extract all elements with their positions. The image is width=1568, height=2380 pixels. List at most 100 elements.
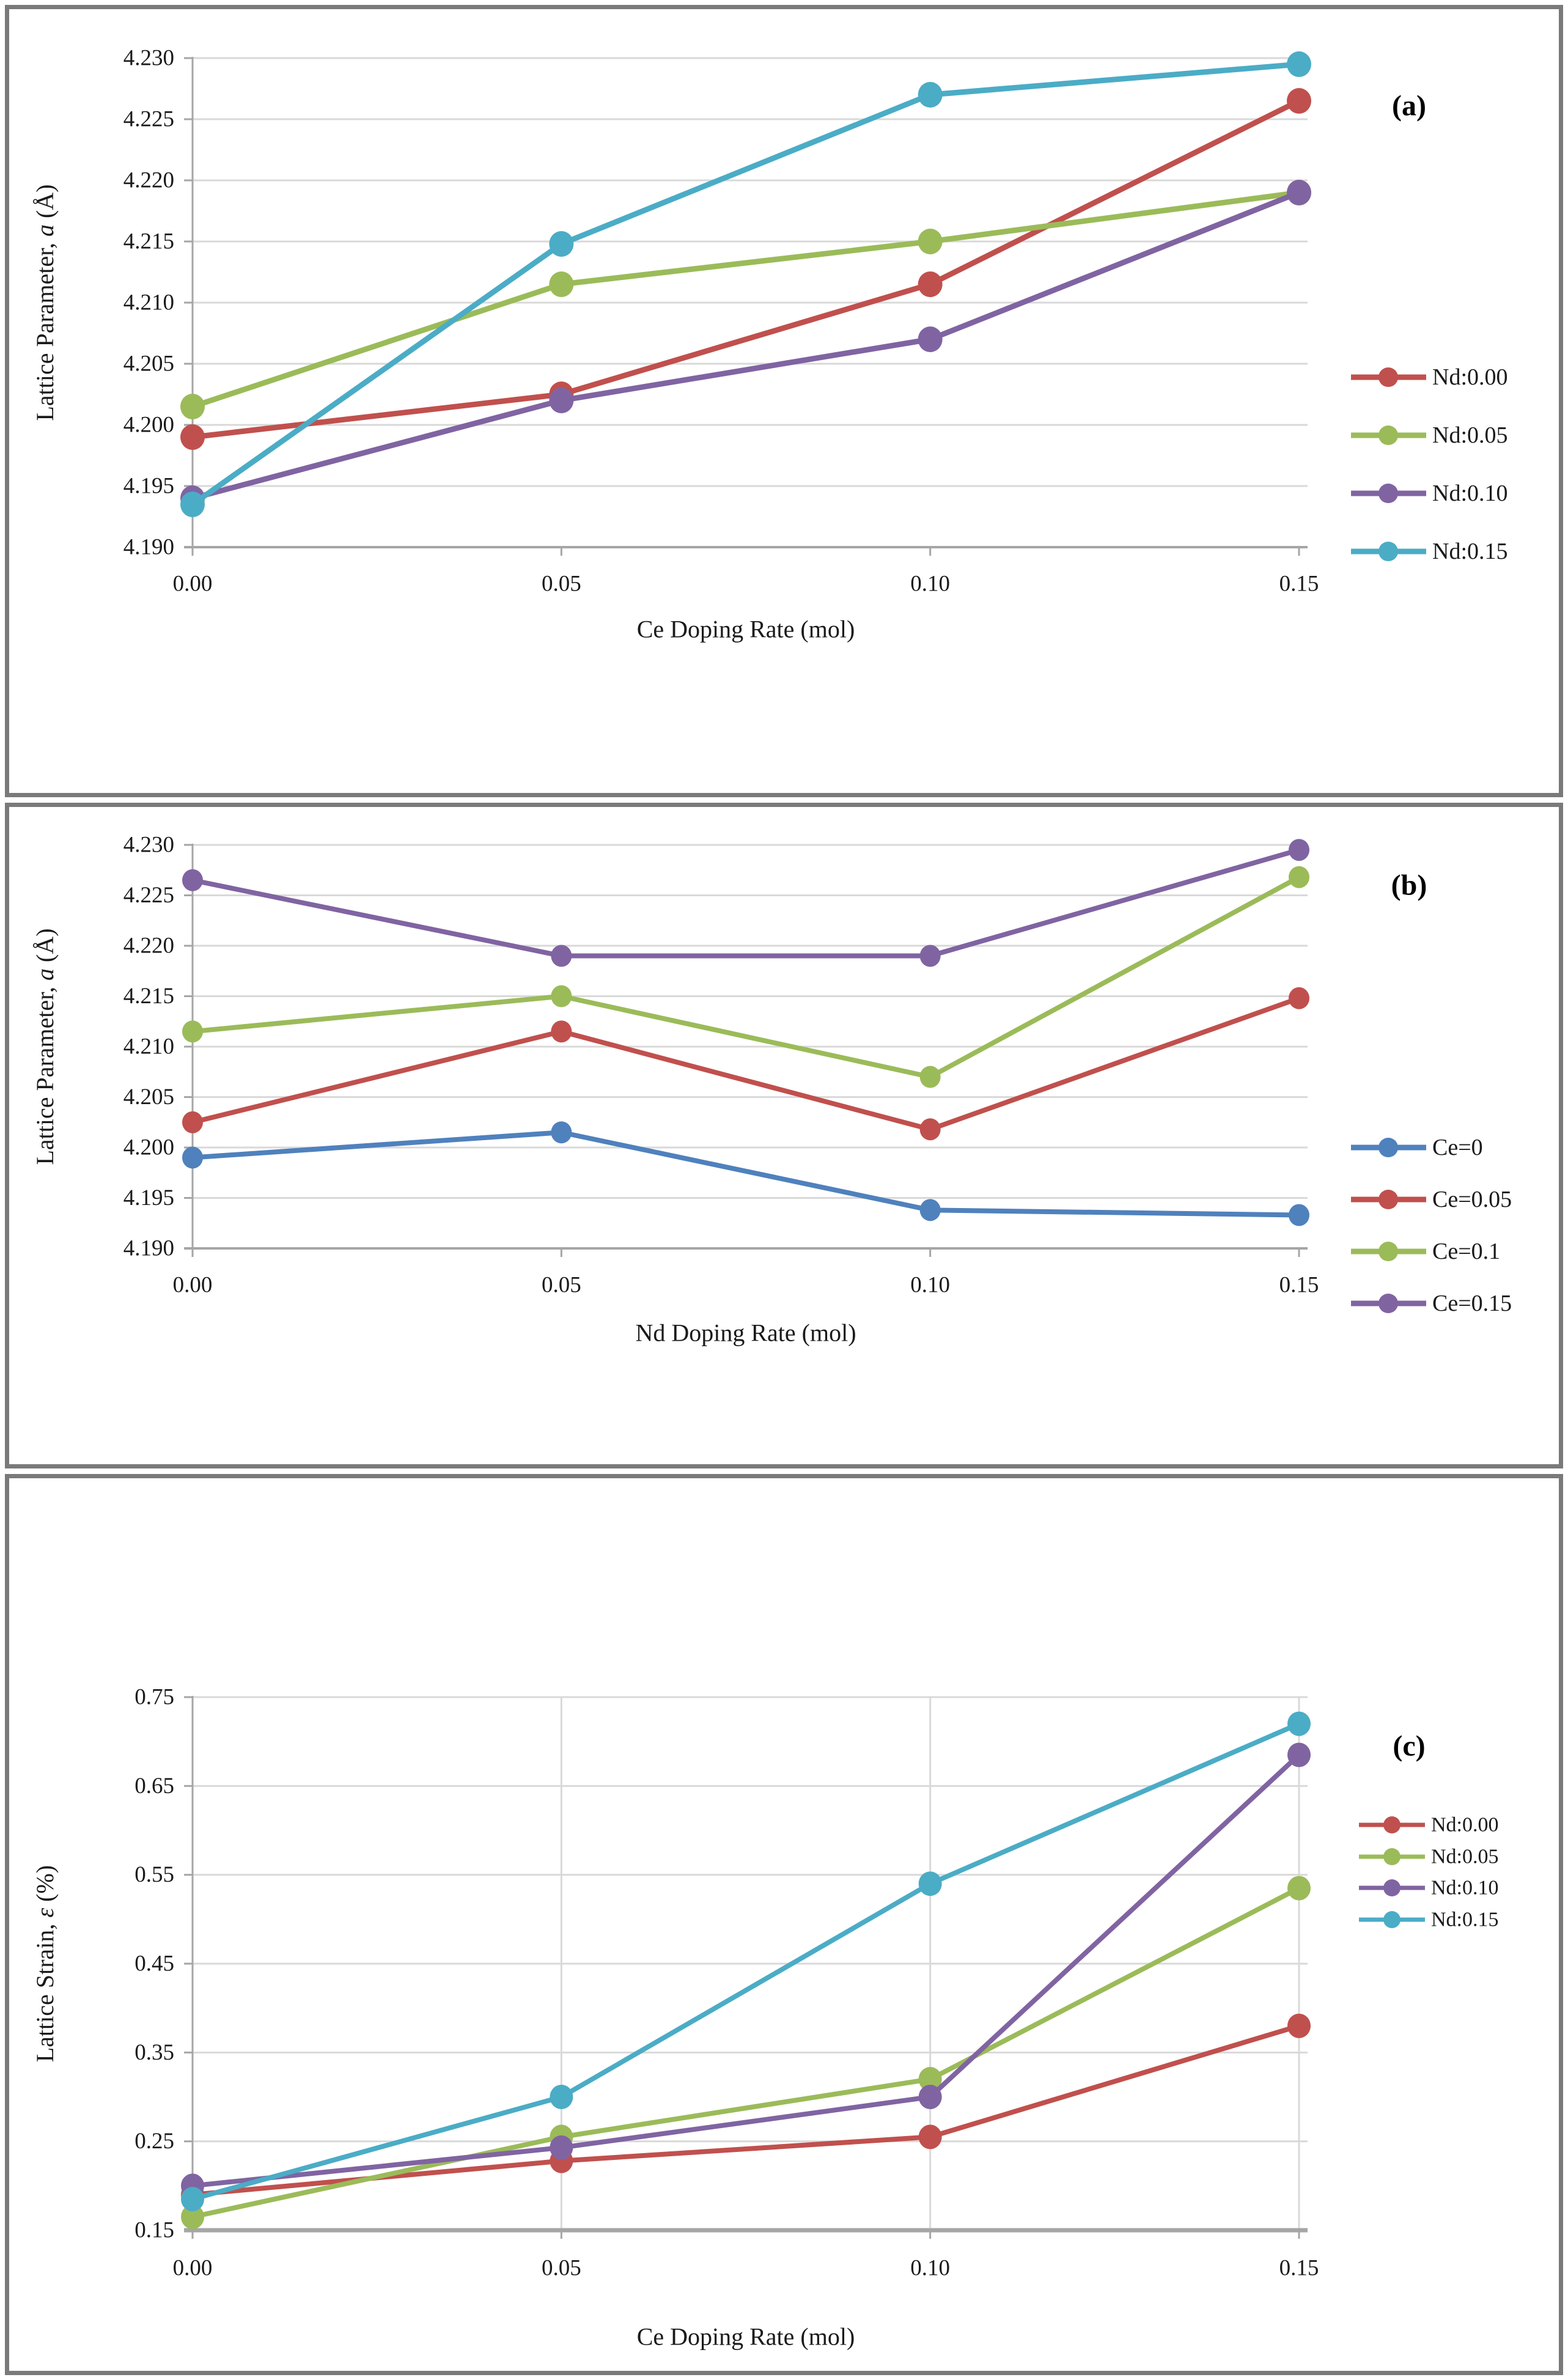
data-point-2-1 xyxy=(550,2135,573,2160)
data-point-2-2 xyxy=(918,2085,942,2109)
data-point-0-0 xyxy=(180,424,205,450)
y-axis-title-symbol: a xyxy=(31,224,59,237)
y-axis-title: Lattice Parameter, a (Å) xyxy=(31,928,59,1165)
data-point-3-1 xyxy=(551,945,572,967)
legend-item-label-3: Nd:0.15 xyxy=(1432,539,1508,564)
chart-c-svg: 0.15 0.25 0.35 0.45 0.55 0.65 0.75 0.00 0.05 0.10… xyxy=(9,1478,1559,2371)
data-point-1-1 xyxy=(551,1020,572,1043)
data-point-2-0 xyxy=(182,1020,203,1043)
data-point-0-0 xyxy=(182,1146,203,1169)
data-point-3-1 xyxy=(550,2085,573,2109)
x-tick-label: 0.15 xyxy=(1279,2256,1319,2281)
y-axis-title-suffix: (%) xyxy=(31,1865,59,1908)
data-point-3-2 xyxy=(918,82,943,108)
legend-marker-dot-0 xyxy=(1378,1138,1398,1157)
y-axis-title-symbol: ε xyxy=(31,1908,59,1918)
chart-a-svg: 4.190 4.195 4.200 4.205 4.210 4.215 4.220 4.225… xyxy=(9,9,1559,793)
x-axis-title: Ce Doping Rate (mol) xyxy=(637,616,855,643)
y-tick-label: 0.25 xyxy=(134,2129,174,2154)
legend-marker-dot-0 xyxy=(1378,367,1398,387)
y-axis-title-symbol: a xyxy=(31,968,59,981)
y-tick-label: 0.55 xyxy=(134,1862,174,1887)
data-point-3-1 xyxy=(549,231,574,257)
data-point-2-3 xyxy=(1289,866,1309,888)
y-tick-label: 4.195 xyxy=(123,474,174,499)
legend-item-label-1: Ce=0.05 xyxy=(1432,1187,1512,1212)
series-line-2 xyxy=(190,1752,1301,2189)
data-point-3-3 xyxy=(1289,839,1309,861)
panel-label: (c) xyxy=(1393,1730,1425,1763)
data-point-2-2 xyxy=(918,326,943,352)
x-tick-label: 0.10 xyxy=(910,2256,950,2281)
x-tick-label: 0.10 xyxy=(910,572,950,597)
y-tick-label: 4.220 xyxy=(123,934,174,959)
y-axis-title-suffix: (Å) xyxy=(31,928,59,968)
x-tick-label: 0.15 xyxy=(1279,1273,1319,1298)
data-point-0-2 xyxy=(918,2124,942,2150)
series-line-2 xyxy=(190,190,1302,501)
legend-marker-dot-1 xyxy=(1378,1190,1398,1209)
series-line-1 xyxy=(190,1885,1301,2220)
legend-marker-dot-2 xyxy=(1383,1879,1401,1896)
legend-item-label-1: Nd:0.05 xyxy=(1432,422,1508,448)
panel-label: (b) xyxy=(1391,869,1427,902)
panel-a: 4.190 4.195 4.200 4.205 4.210 4.215 4.220 4.225… xyxy=(5,5,1563,797)
data-point-2-1 xyxy=(551,985,572,1008)
y-tick-label: 4.210 xyxy=(123,290,174,315)
y-tick-label: 4.190 xyxy=(123,1236,174,1261)
y-tick-label: 4.200 xyxy=(123,413,174,438)
data-point-3-3 xyxy=(1287,1711,1311,1736)
legend-marker-dot-1 xyxy=(1383,1848,1401,1865)
x-tick-label: 0.15 xyxy=(1279,572,1319,597)
y-tick-label: 0.45 xyxy=(134,1951,174,1977)
y-axis-title: Lattice Parameter, a (Å) xyxy=(31,184,59,421)
y-tick-label: 4.220 xyxy=(123,168,174,193)
y-tick-label: 4.195 xyxy=(123,1185,174,1210)
series-line-1 xyxy=(190,995,1301,1132)
panel-b: 4.190 4.195 4.200 4.205 4.210 4.215 4.220 4.225… xyxy=(5,803,1563,1468)
data-point-0-3 xyxy=(1287,2013,1311,2038)
data-point-3-0 xyxy=(181,2187,204,2212)
y-tick-label: 4.230 xyxy=(123,833,174,858)
series-line-0 xyxy=(190,1130,1301,1218)
y-tick-label: 4.215 xyxy=(123,984,174,1009)
legend-item-label-0: Ce=0 xyxy=(1432,1135,1483,1160)
x-tick-label: 0.00 xyxy=(173,2256,213,2281)
data-point-3-2 xyxy=(918,1871,942,1896)
y-tick-label: 4.210 xyxy=(123,1034,174,1059)
legend-item-label-3: Nd:0.15 xyxy=(1431,1909,1499,1931)
data-point-1-1 xyxy=(549,271,574,297)
y-tick-label: 4.205 xyxy=(123,352,174,377)
panel-label: (a) xyxy=(1392,90,1426,122)
data-point-1-3 xyxy=(1289,987,1309,1009)
y-tick-label: 4.190 xyxy=(123,535,174,560)
x-tick-label: 0.10 xyxy=(910,1273,950,1298)
data-point-0-2 xyxy=(918,271,943,297)
legend-item-label-2: Nd:0.10 xyxy=(1431,1877,1499,1899)
series-line-0 xyxy=(190,98,1302,440)
legend-marker-dot-2 xyxy=(1378,484,1398,503)
data-point-1-2 xyxy=(918,2066,942,2091)
x-tick-label: 0.00 xyxy=(173,572,213,597)
data-point-0-1 xyxy=(551,1121,572,1144)
data-point-0-2 xyxy=(919,1199,941,1221)
x-axis-title: Nd Doping Rate (mol) xyxy=(635,1319,856,1347)
data-point-1-2 xyxy=(919,1118,941,1141)
y-axis-title-suffix: (Å) xyxy=(31,184,59,224)
y-axis-title-prefix: Lattice Parameter, xyxy=(31,981,59,1165)
legend-item-label-0: Nd:0.00 xyxy=(1432,364,1508,390)
legend-marker-dot-3 xyxy=(1378,542,1398,561)
y-axis-title: Lattice Strain, ε (%) xyxy=(31,1865,59,2062)
y-tick-label: 0.75 xyxy=(134,1685,174,1710)
x-tick-label: 0.05 xyxy=(542,572,581,597)
y-tick-label: 4.205 xyxy=(123,1085,174,1110)
series-line-3 xyxy=(190,61,1302,507)
data-point-3-2 xyxy=(919,945,941,967)
data-point-2-3 xyxy=(1287,180,1311,205)
data-point-0-3 xyxy=(1289,1204,1309,1226)
data-point-3-0 xyxy=(182,869,203,891)
x-axis-title: Ce Doping Rate (mol) xyxy=(637,2323,855,2351)
data-point-0-3 xyxy=(1287,88,1311,114)
y-tick-label: 4.215 xyxy=(123,229,174,254)
